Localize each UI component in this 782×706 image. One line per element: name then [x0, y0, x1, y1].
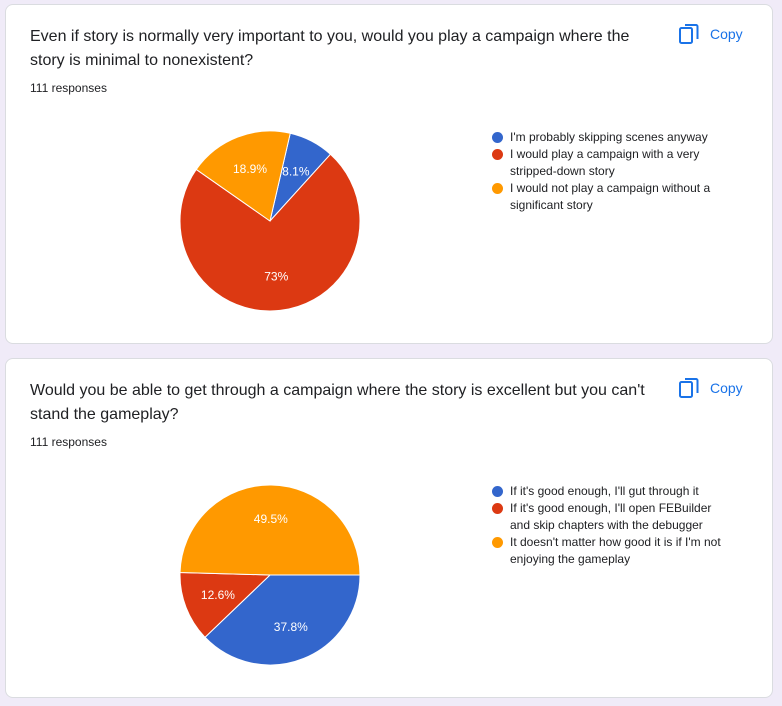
- copy-label: Copy: [710, 26, 743, 42]
- pie-slice: [179, 153, 361, 312]
- pie-slice: [195, 130, 291, 222]
- copy-icon: [678, 377, 700, 399]
- response-count: 111 responses: [30, 81, 107, 95]
- legend-item: I would play a campaign with a very stri…: [492, 146, 732, 180]
- legend-label: I'm probably skipping scenes anyway: [510, 130, 708, 144]
- pie-chart: 8.1% 73% 18.9%: [179, 130, 361, 312]
- legend-item: It doesn't matter how good it is if I'm …: [492, 534, 732, 568]
- slice-label: 49.5%: [254, 512, 288, 526]
- legend-item: I would not play a campaign without a si…: [492, 180, 732, 214]
- question-title: Even if story is normally very important…: [30, 28, 630, 69]
- legend-swatch: [492, 503, 503, 514]
- chart-legend: I'm probably skipping scenes anyway I wou…: [492, 129, 732, 214]
- slice-label: 18.9%: [233, 162, 267, 176]
- legend-label: If it's good enough, I'll gut through it: [510, 484, 699, 498]
- copy-label: Copy: [710, 380, 743, 396]
- slice-label: 8.1%: [282, 165, 310, 179]
- question-card-2: Would you be able to get through a campa…: [5, 358, 773, 698]
- legend-swatch: [492, 132, 503, 143]
- slice-label: 12.6%: [201, 588, 235, 602]
- pie-slice: [179, 484, 361, 576]
- copy-icon: [678, 23, 700, 45]
- chart-legend: If it's good enough, I'll gut through it…: [492, 483, 732, 568]
- legend-swatch: [492, 183, 503, 194]
- slice-label: 37.8%: [274, 620, 308, 634]
- copy-button[interactable]: Copy: [678, 377, 743, 399]
- slice-label: 73%: [264, 269, 288, 283]
- legend-item: I'm probably skipping scenes anyway: [492, 129, 732, 146]
- legend-label: I would not play a campaign without a si…: [510, 181, 711, 212]
- question-card-1: Even if story is normally very important…: [5, 4, 773, 344]
- pie-chart: 37.8% 12.6% 49.5%: [179, 484, 361, 666]
- legend-swatch: [492, 486, 503, 497]
- legend-label: If it's good enough, I'll open FEBuilder…: [510, 501, 712, 532]
- question-title: Would you be able to get through a campa…: [30, 382, 645, 423]
- legend-item: If it's good enough, I'll gut through it: [492, 483, 732, 500]
- legend-label: It doesn't matter how good it is if I'm …: [510, 535, 721, 566]
- pie-slice: [204, 574, 361, 666]
- legend-item: If it's good enough, I'll open FEBuilder…: [492, 500, 732, 534]
- legend-swatch: [492, 537, 503, 548]
- response-count: 111 responses: [30, 435, 107, 449]
- legend-label: I would play a campaign with a very stri…: [510, 147, 700, 178]
- legend-swatch: [492, 149, 503, 160]
- copy-button[interactable]: Copy: [678, 23, 743, 45]
- pie-slice: [179, 571, 272, 638]
